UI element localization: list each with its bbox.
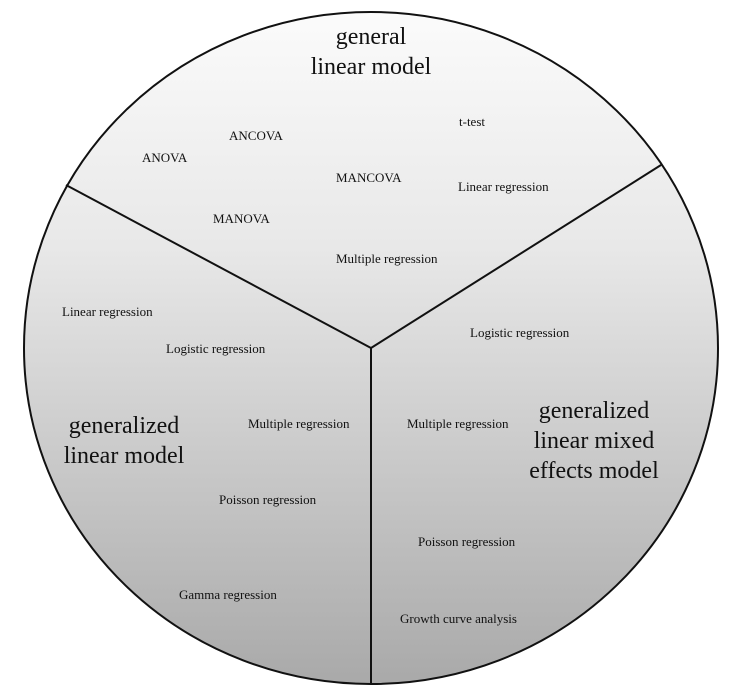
sector-title-line: linear mixed — [534, 428, 655, 454]
divider-left — [65, 184, 372, 349]
sector-title-line: generalized — [69, 413, 180, 439]
item-label: Gamma regression — [179, 587, 277, 602]
sector-title-line: linear model — [311, 54, 432, 80]
sector-title-line: general — [336, 24, 407, 50]
sector-general-linear-model: general linear model ANCOVA t-test ANOVA… — [142, 24, 549, 266]
item-label: MANOVA — [213, 211, 270, 226]
item-label: Poisson regression — [418, 534, 516, 549]
item-label: Logistic regression — [166, 341, 266, 356]
item-label: ANOVA — [142, 150, 188, 165]
sector-generalized-linear-model: generalized linear model Linear regressi… — [62, 304, 350, 602]
item-label: Multiple regression — [248, 416, 350, 431]
item-label: ANCOVA — [229, 128, 284, 143]
sector-title-line: linear model — [64, 443, 185, 469]
item-label: Growth curve analysis — [400, 611, 517, 626]
item-label: Linear regression — [458, 179, 549, 194]
item-label: Logistic regression — [470, 325, 570, 340]
item-label: Multiple regression — [407, 416, 509, 431]
item-label: Poisson regression — [219, 492, 317, 507]
sector-title-line: generalized — [539, 398, 650, 424]
item-label: Multiple regression — [336, 251, 438, 266]
item-label: Linear regression — [62, 304, 153, 319]
divider-right — [370, 164, 662, 349]
sector-generalized-linear-mixed-effects-model: generalized linear mixed effects model L… — [400, 325, 659, 626]
sector-title-line: effects model — [529, 458, 659, 484]
item-label: t-test — [459, 114, 485, 129]
item-label: MANCOVA — [336, 170, 402, 185]
